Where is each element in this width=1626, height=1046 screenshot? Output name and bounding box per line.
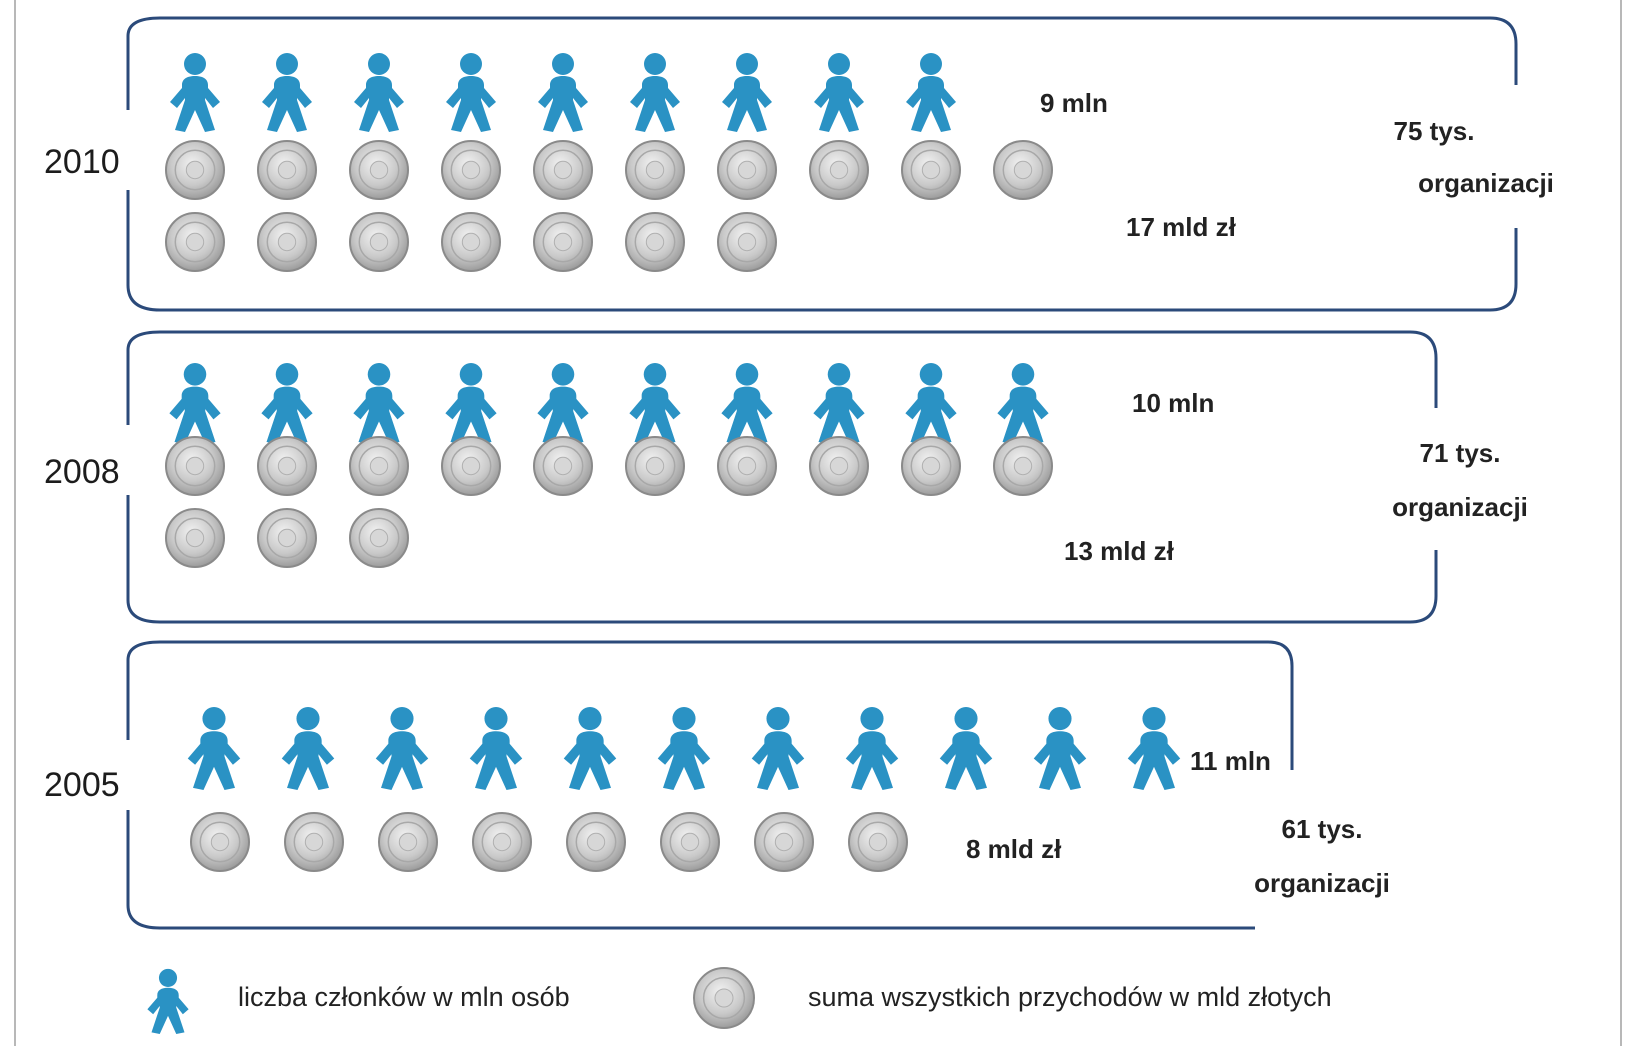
coin-icon (566, 812, 626, 872)
revenue-label-2005: 8 mld zł (966, 834, 1062, 864)
coin-icon (165, 508, 225, 568)
row-box-2005 (126, 640, 1294, 930)
coin-icon (809, 140, 869, 200)
coin-icon (848, 812, 908, 872)
coin-icon (901, 140, 961, 200)
coin-icon (441, 140, 501, 200)
revenue-label-2010: 17 mld zł (1126, 212, 1237, 242)
person-icon (906, 53, 956, 132)
person-icon (630, 53, 680, 132)
org-label-2010-line2: organizacji (1418, 168, 1554, 198)
coin-icon (165, 212, 225, 272)
person-icon (721, 363, 773, 444)
coin-icon (809, 436, 869, 496)
year-label-2010: 2010 (44, 143, 120, 181)
person-icon (905, 363, 957, 444)
coin-icon (717, 140, 777, 200)
row-box-2008 (126, 330, 1438, 624)
coin-icon (190, 812, 250, 872)
row-marks-2008 (165, 363, 1053, 568)
person-icon (1127, 707, 1181, 790)
chart-frame (14, 0, 1622, 1046)
legend-coin-icon (693, 967, 755, 1029)
person-icon (261, 363, 313, 444)
person-icon (657, 707, 711, 790)
coin-icon (284, 812, 344, 872)
coin-icon (533, 140, 593, 200)
person-icon (187, 707, 241, 790)
coin-icon (717, 436, 777, 496)
person-icon (751, 707, 805, 790)
coin-icon (533, 212, 593, 272)
person-icon (169, 363, 221, 444)
members-label-2010: 9 mln (1040, 88, 1108, 118)
org-label-2005-line1: 61 tys. (1282, 814, 1363, 844)
org-label-2010-line1: 75 tys. (1394, 116, 1475, 146)
person-icon (845, 707, 899, 790)
row-marks-2010 (165, 53, 1053, 272)
coin-icon (717, 212, 777, 272)
coin-icon (693, 967, 755, 1029)
coin-icon (993, 140, 1053, 200)
coin-icon (441, 212, 501, 272)
coin-icon (625, 140, 685, 200)
coin-icon (625, 436, 685, 496)
year-label-2008: 2008 (44, 453, 120, 491)
coin-icon (257, 508, 317, 568)
revenue-label-2008: 13 mld zł (1064, 536, 1175, 566)
person-icon (469, 707, 523, 790)
person-icon (445, 363, 497, 444)
person-icon (375, 707, 429, 790)
person-icon (537, 363, 589, 444)
coin-icon (349, 140, 409, 200)
coin-icon (165, 436, 225, 496)
coin-icon (993, 436, 1053, 496)
org-label-2008-line1: 71 tys. (1420, 438, 1501, 468)
person-icon (563, 707, 617, 790)
members-label-2008: 10 mln (1132, 388, 1214, 418)
legend-members-label: liczba członków w mln osób (238, 982, 570, 1012)
coin-icon (257, 436, 317, 496)
coin-icon (349, 212, 409, 272)
person-icon (147, 968, 189, 1034)
person-icon (813, 363, 865, 444)
person-icon (354, 53, 404, 132)
person-icon (722, 53, 772, 132)
coin-icon (257, 140, 317, 200)
legend-revenue-label: suma wszystkich przychodów w mld złotych (808, 982, 1332, 1012)
person-icon (262, 53, 312, 132)
year-label-2005: 2005 (44, 766, 120, 804)
person-icon (939, 707, 993, 790)
person-icon (1033, 707, 1087, 790)
person-icon (814, 53, 864, 132)
person-icon (629, 363, 681, 444)
person-icon (446, 53, 496, 132)
person-icon (538, 53, 588, 132)
coin-icon (378, 812, 438, 872)
org-label-2008-line2: organizacji (1392, 492, 1528, 522)
person-icon (353, 363, 405, 444)
coin-icon (349, 436, 409, 496)
coin-icon (257, 212, 317, 272)
members-label-2005: 11 mln (1190, 746, 1271, 776)
coin-icon (349, 508, 409, 568)
org-label-2005-line2: organizacji (1254, 868, 1390, 898)
coin-icon (660, 812, 720, 872)
coin-icon (165, 140, 225, 200)
person-icon (997, 363, 1049, 444)
row-box-2010 (126, 16, 1518, 312)
person-icon (281, 707, 335, 790)
row-marks-2005 (187, 707, 1181, 872)
legend-person-icon (147, 968, 189, 1034)
coin-icon (441, 436, 501, 496)
coin-icon (533, 436, 593, 496)
person-icon (170, 53, 220, 132)
coin-icon (625, 212, 685, 272)
coin-icon (901, 436, 961, 496)
legend: liczba członków w mln osób suma wszystki… (147, 967, 1332, 1034)
coin-icon (472, 812, 532, 872)
coin-icon (754, 812, 814, 872)
